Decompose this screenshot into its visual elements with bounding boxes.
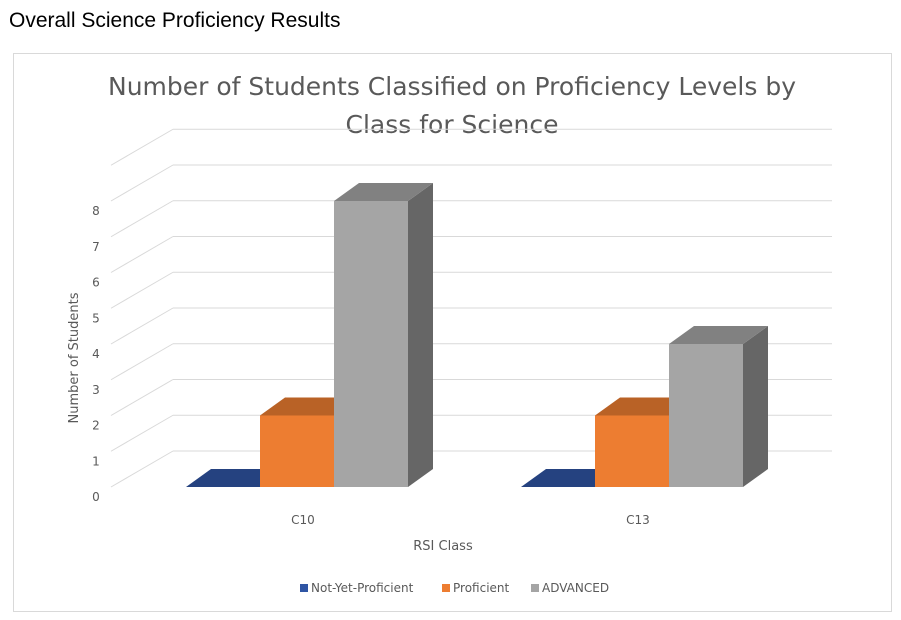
gridline-side (110, 271, 174, 309)
y-tick-label: 0 (92, 490, 100, 504)
gridline-side (110, 128, 174, 166)
x-tick-label: C10 (291, 513, 315, 527)
bar-side (408, 183, 433, 487)
y-tick-label: 3 (92, 383, 100, 397)
y-tick-label: 4 (92, 347, 100, 361)
bar-top (334, 183, 433, 201)
chart-title-line: Number of Students Classified on Profici… (108, 72, 796, 101)
y-tick-label: 5 (92, 311, 100, 325)
gridline-side (110, 414, 174, 452)
gridline-side (110, 379, 174, 416)
x-axis-label: RSI Class (413, 539, 473, 554)
legend-swatch (531, 584, 539, 592)
chart-title-line: Class for Science (346, 110, 559, 139)
legend-swatch (442, 584, 450, 592)
bar (669, 344, 743, 487)
legend-label: Proficient (453, 581, 510, 595)
chart-frame (13, 53, 892, 612)
y-tick-label: 7 (92, 240, 100, 254)
y-tick-label: 8 (92, 204, 100, 218)
gridline-side (110, 450, 174, 488)
bar-side (743, 326, 768, 487)
gridline-side (110, 164, 174, 202)
bar (334, 201, 408, 487)
legend-swatch (300, 584, 308, 592)
bar-top (669, 326, 768, 344)
page-heading: Overall Science Proficiency Results (9, 9, 341, 32)
bar (595, 415, 669, 487)
y-axis-label: Number of Students (67, 292, 82, 423)
gridline-side (110, 200, 174, 238)
y-tick-label: 2 (92, 419, 100, 433)
y-tick-label: 1 (92, 454, 100, 468)
gridline-side (110, 307, 174, 345)
legend-label: ADVANCED (542, 581, 609, 595)
gridline-side (110, 236, 174, 273)
legend-label: Not-Yet-Proficient (311, 581, 414, 595)
gridline-side (110, 343, 174, 381)
x-tick-label: C13 (626, 513, 650, 527)
y-tick-label: 6 (92, 276, 100, 290)
bar (260, 415, 334, 487)
